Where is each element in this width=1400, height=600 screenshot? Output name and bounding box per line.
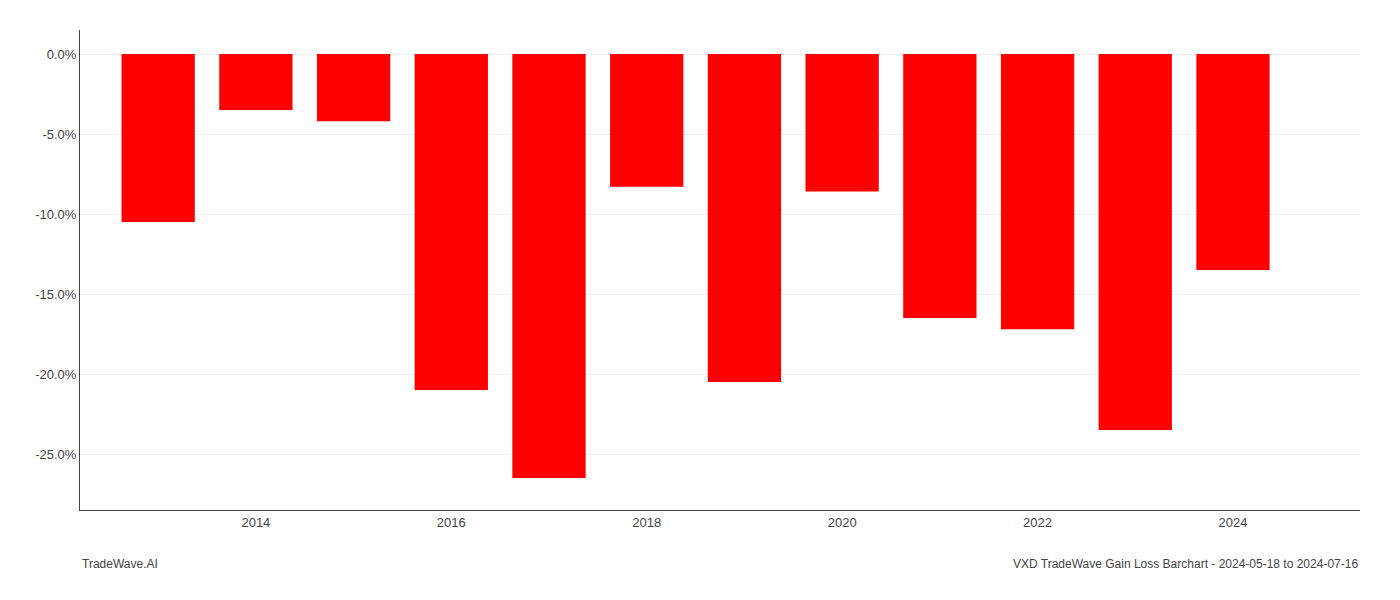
svg-text:-20.0%: -20.0% [35,367,77,382]
svg-text:TradeWave.AI: TradeWave.AI [82,557,158,571]
svg-text:0.0%: 0.0% [47,47,77,62]
svg-text:2018: 2018 [632,515,661,530]
svg-text:-5.0%: -5.0% [42,127,76,142]
svg-text:2022: 2022 [1023,515,1052,530]
svg-text:VXD TradeWave Gain Loss Barcha: VXD TradeWave Gain Loss Barchart - 2024-… [1013,557,1358,571]
svg-text:2014: 2014 [241,515,270,530]
svg-text:2024: 2024 [1219,515,1248,530]
svg-text:-15.0%: -15.0% [35,287,77,302]
svg-text:-10.0%: -10.0% [35,207,77,222]
svg-text:-25.0%: -25.0% [35,447,77,462]
svg-text:2020: 2020 [828,515,857,530]
svg-text:2016: 2016 [437,515,466,530]
